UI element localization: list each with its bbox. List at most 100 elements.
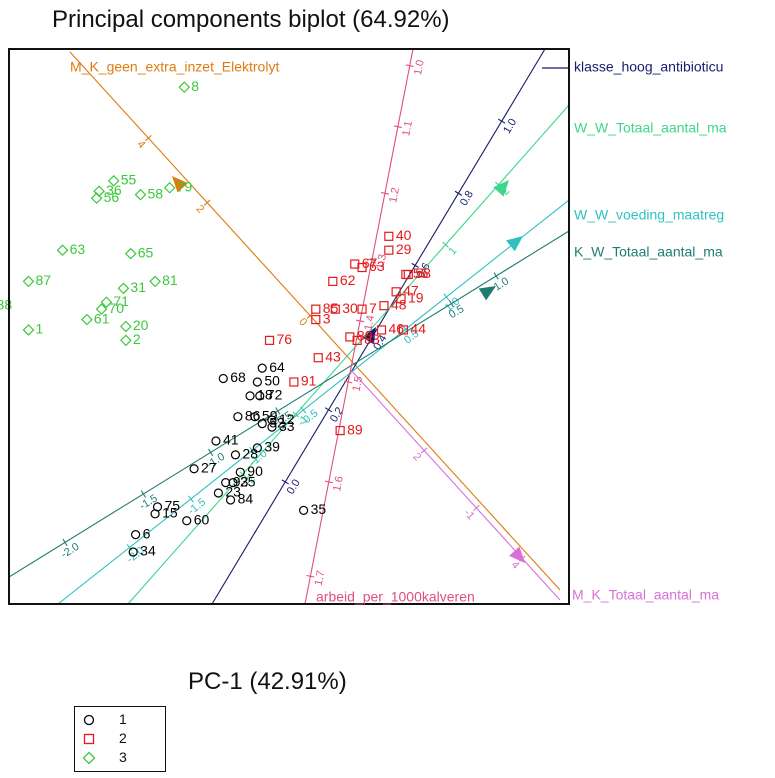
axis-tick: [380, 191, 389, 195]
axis-tick-label: 0.8: [458, 189, 476, 208]
point-label: 31: [130, 279, 146, 295]
point-label: 34: [140, 543, 156, 559]
data-point-group3: 20: [120, 317, 149, 333]
axis-tick-label: 1.0: [492, 275, 511, 293]
point-label: 58: [415, 265, 431, 281]
data-point-group1: 52: [257, 414, 285, 430]
variable-label-4: K_W_Totaal_aantal_ma: [574, 244, 723, 260]
data-point-group2: 30: [330, 300, 358, 316]
x-axis-label: PC-1 (42.91%): [188, 668, 347, 695]
point-marker: [150, 509, 160, 519]
point-marker: [189, 464, 199, 474]
point-label: 55: [413, 265, 429, 281]
point-label: 1: [35, 321, 43, 337]
data-point-group2: 63: [357, 258, 385, 274]
point-marker: [124, 247, 137, 260]
point-label: 91: [301, 373, 317, 389]
data-point-group2: 46: [376, 321, 404, 337]
data-point-group1: 15: [150, 505, 178, 521]
legend-entry-2: 2: [75, 730, 165, 747]
axis-tick-label: 1.5: [351, 375, 366, 392]
legend: 1 2 3: [74, 706, 166, 772]
point-label: 28: [242, 446, 258, 462]
circle-icon: [83, 714, 95, 726]
axis-tick: [62, 538, 68, 547]
axis-tick: [203, 199, 211, 206]
point-marker: [345, 332, 355, 342]
data-point-group3: 61: [81, 310, 110, 326]
point-marker: [267, 415, 277, 425]
point-marker: [403, 269, 413, 280]
point-marker: [163, 181, 176, 194]
data-point-group3: 65: [124, 244, 154, 260]
data-point-group3: 31: [117, 279, 146, 295]
point-label: 70: [109, 300, 125, 316]
data-point-group1: 34: [128, 543, 156, 559]
legend-label: 2: [119, 730, 127, 746]
axis-tick-label: 1.0: [501, 117, 519, 136]
data-point-group1: 60: [182, 511, 210, 527]
point-marker: [289, 377, 299, 387]
point-marker: [218, 373, 228, 384]
point-label: 25: [240, 473, 256, 489]
axis-tick: [473, 504, 480, 512]
data-point-group1: 90: [235, 463, 263, 479]
point-label: 41: [223, 432, 239, 448]
point-label: 61: [94, 310, 110, 326]
point-label: 58: [147, 185, 163, 201]
axis-line-4: [9, 230, 569, 578]
axis-tick-label: 1.0: [412, 59, 427, 76]
axis-tick: [306, 574, 315, 578]
point-label: 89: [347, 421, 363, 437]
data-point-group3: 71: [100, 293, 129, 309]
axis-tick-label: 4: [135, 138, 148, 151]
data-point-group3: 1: [22, 321, 43, 337]
axis-tick: [443, 293, 450, 301]
point-marker: [245, 391, 255, 401]
point-label: 62: [340, 272, 356, 288]
data-point-group1: 27: [189, 459, 217, 475]
variable-label-0: M_K_geen_extra_inzet_Elektrolyt: [70, 59, 279, 75]
data-point-group2: 58: [403, 265, 431, 281]
point-marker: [149, 275, 161, 288]
point-marker: [398, 325, 409, 335]
data-point-group2: 89: [335, 421, 363, 437]
data-point-group2: 40: [384, 227, 412, 243]
point-label: 48: [391, 296, 407, 312]
axis-tick: [187, 495, 194, 503]
variable-label-3: W_W_voeding_maatreg: [574, 207, 724, 223]
point-marker: [211, 436, 221, 446]
axis-line-6: [350, 369, 561, 601]
axis-tick-label: 1.1: [400, 120, 415, 137]
point-marker: [313, 353, 323, 363]
data-point-group1: 18: [245, 387, 273, 403]
data-point-group1: 41: [211, 432, 239, 448]
axis-tick: [126, 543, 133, 551]
point-label: 40: [396, 227, 412, 243]
axis-tick-label: 1.3: [374, 253, 389, 270]
point-label: 63: [70, 241, 86, 257]
point-marker: [131, 530, 141, 540]
point-label: 56: [104, 189, 120, 205]
axis-tick: [344, 380, 353, 384]
point-label: 8: [191, 78, 199, 94]
point-label: 3: [323, 310, 331, 326]
data-point-group3: 58: [134, 185, 163, 201]
point-label: 19: [408, 289, 424, 305]
point-marker: [95, 303, 108, 316]
point-label: 68: [230, 369, 246, 385]
data-point-group1: 12: [267, 411, 295, 427]
point-label: 80: [357, 328, 373, 344]
point-label: 47: [403, 283, 419, 299]
axis-line-0: [69, 51, 561, 591]
point-marker: [335, 425, 345, 436]
data-point-group2: 43: [313, 348, 341, 364]
point-marker: [257, 419, 267, 429]
axis-arrow-icon: [506, 236, 523, 252]
point-label: 20: [133, 317, 149, 333]
point-marker: [228, 477, 238, 488]
point-marker: [22, 275, 35, 288]
point-label: 64: [269, 359, 285, 375]
point-label: 71: [113, 293, 129, 309]
axis-tick: [306, 312, 314, 319]
